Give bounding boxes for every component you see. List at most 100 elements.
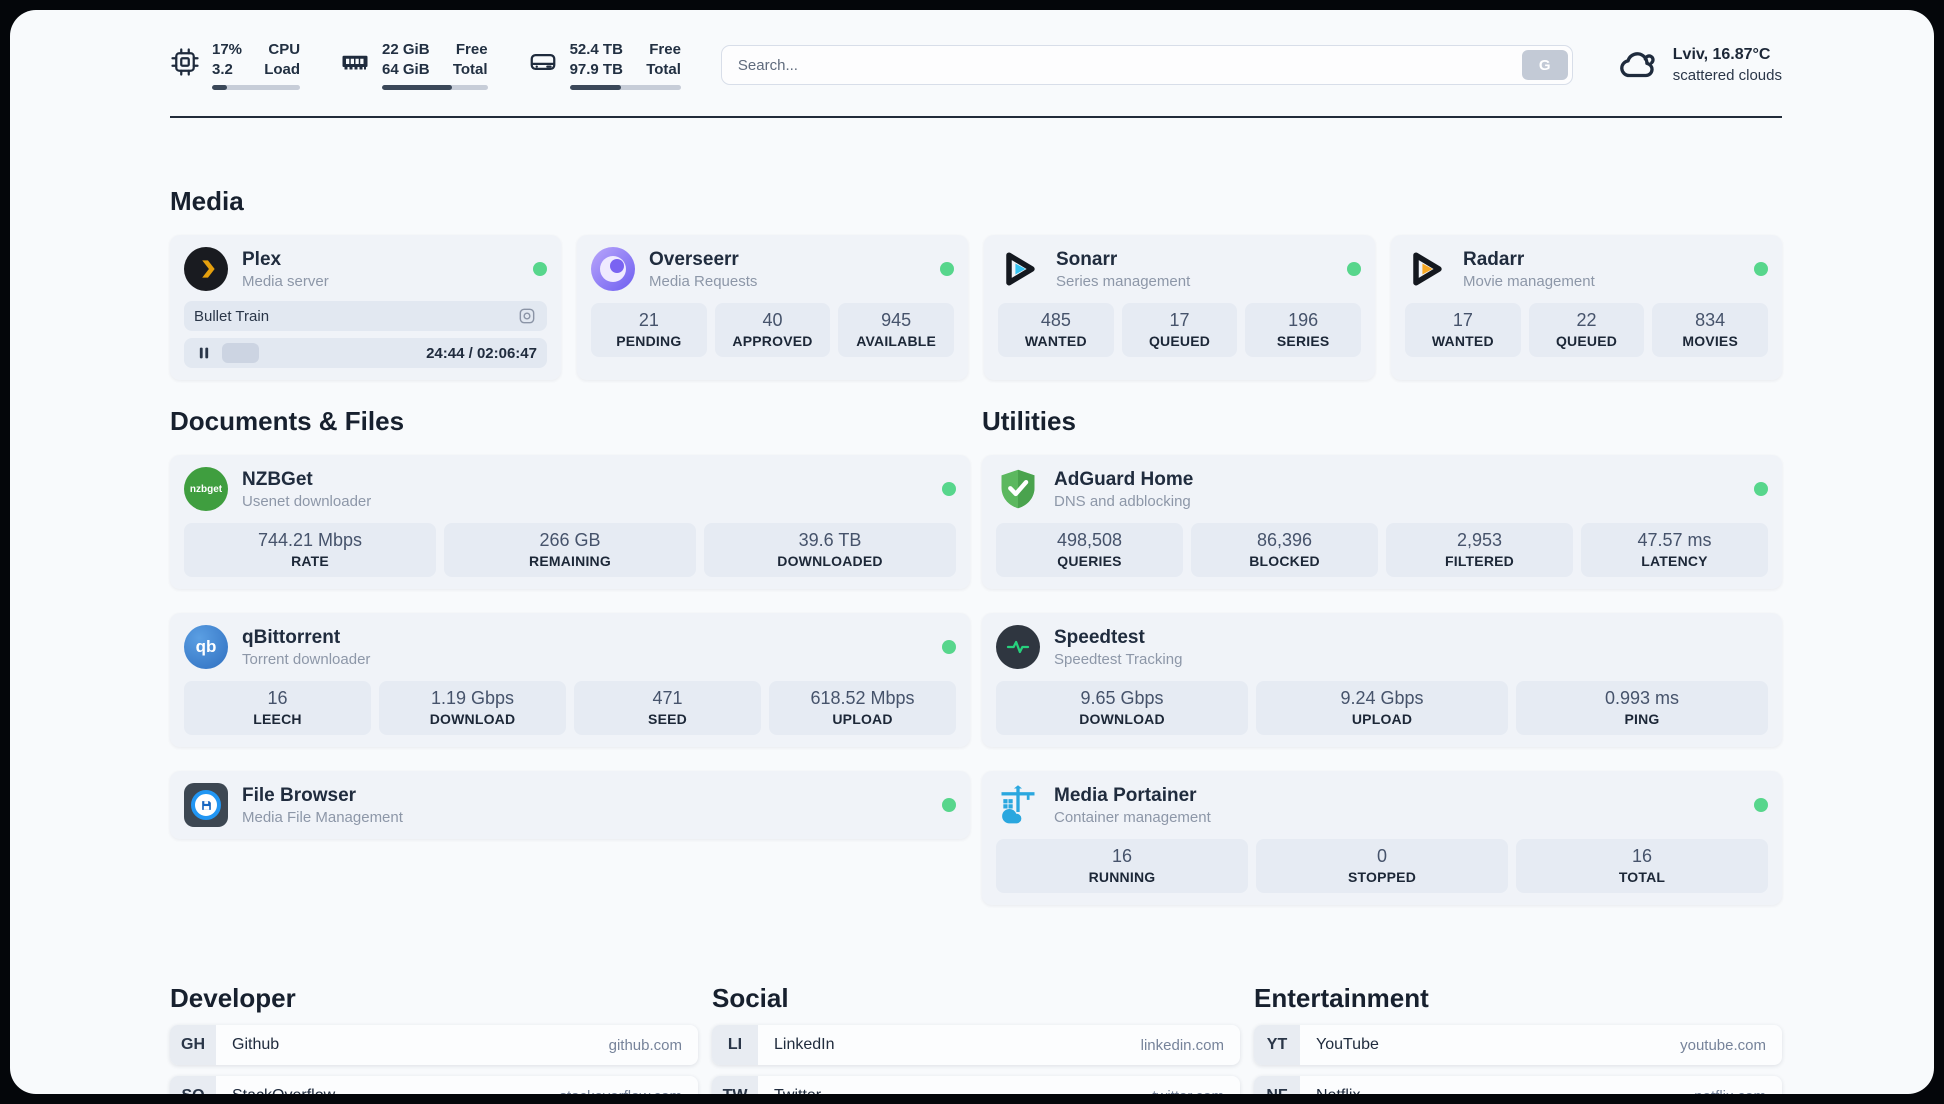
bookmark-github[interactable]: GH Github github.com bbox=[170, 1025, 698, 1065]
memory-progress-track bbox=[382, 85, 488, 90]
status-dot bbox=[942, 798, 956, 812]
weather-condition: scattered clouds bbox=[1672, 66, 1782, 84]
dashboard-panel: 17% 3.2 CPU Load 22 GiB bbox=[10, 10, 1934, 1094]
bookmark-youtube[interactable]: YT YouTube youtube.com bbox=[1254, 1025, 1782, 1065]
overseerr-card[interactable]: Overseerr Media Requests 21 PENDING 40 A… bbox=[577, 235, 968, 380]
bookmark-name: Netflix bbox=[1316, 1087, 1360, 1094]
stat-queued: 17 QUEUED bbox=[1121, 303, 1238, 357]
app-subtitle: Container management bbox=[1054, 808, 1211, 826]
bookmark-name: Github bbox=[232, 1036, 280, 1053]
stat-label: DOWNLOAD bbox=[1079, 711, 1165, 727]
search-engine-button[interactable]: G bbox=[1521, 50, 1568, 80]
weather-text: Lviv, 16.87°C scattered clouds bbox=[1673, 44, 1782, 86]
developer-column: Developer GH Github github.com SO StackO… bbox=[170, 983, 698, 1094]
stat-filtered: 2,953 FILTERED bbox=[1386, 523, 1573, 577]
bookmark-sections: Developer GH Github github.com SO StackO… bbox=[170, 983, 1782, 1094]
stat-value: 9.24 Gbps bbox=[1340, 688, 1424, 708]
app-subtitle: Speedtest Tracking bbox=[1054, 650, 1183, 668]
nzbget-logo-text: nzbget bbox=[189, 483, 223, 495]
app-title: Media Portainer bbox=[1054, 784, 1197, 806]
stat-label: QUEUED bbox=[1148, 333, 1211, 349]
app-title: Plex bbox=[242, 248, 282, 270]
stat-queries: 498,508 QUERIES bbox=[996, 523, 1183, 577]
disk-labels: Free Total bbox=[635, 40, 681, 79]
stat-label: FILTERED bbox=[1444, 553, 1514, 569]
bookmark-stackoverflow[interactable]: SO StackOverflow stackoverflow.com bbox=[170, 1076, 698, 1094]
bookmark-url: linkedin.com bbox=[1140, 1036, 1224, 1054]
stat-wanted: 17 WANTED bbox=[1405, 303, 1521, 357]
stat-pending: 21 PENDING bbox=[591, 303, 707, 357]
memory-progress-fill bbox=[382, 85, 452, 90]
stat-queued: 22 QUEUED bbox=[1528, 303, 1645, 357]
memory-icon bbox=[342, 55, 368, 70]
adguard-card[interactable]: AdGuard Home DNS and adblocking 498,508 … bbox=[982, 455, 1782, 589]
nzbget-icon: nzbget bbox=[184, 467, 228, 511]
bookmark-badge: SO bbox=[170, 1076, 216, 1094]
filebrowser-card[interactable]: File Browser Media File Management bbox=[170, 771, 970, 839]
bookmark-twitter[interactable]: TW Twitter twitter.com bbox=[712, 1076, 1240, 1094]
stat-remaining: 266 GB REMAINING bbox=[444, 523, 696, 577]
now-playing-title: Bullet Train bbox=[194, 307, 270, 325]
stat-value: 22 bbox=[1576, 310, 1597, 330]
qbittorrent-titles: qBittorrent Torrent downloader bbox=[242, 627, 370, 668]
filebrowser-titles: File Browser Media File Management bbox=[242, 785, 403, 826]
stat-blocked: 86,396 BLOCKED bbox=[1191, 523, 1378, 577]
stat-label: QUEUED bbox=[1555, 333, 1618, 349]
stat-value: 834 bbox=[1695, 310, 1726, 330]
stat-movies: 834 MOVIES bbox=[1652, 303, 1769, 357]
app-title: qBittorrent bbox=[242, 626, 341, 648]
overseerr-icon bbox=[591, 247, 635, 291]
bookmark-badge: NF bbox=[1254, 1076, 1300, 1094]
app-subtitle: DNS and adblocking bbox=[1054, 492, 1191, 510]
stat-stopped: 0 STOPPED bbox=[1256, 839, 1508, 893]
app-title: Radarr bbox=[1463, 248, 1525, 270]
stat-rate: 744.21 Mbps RATE bbox=[184, 523, 436, 577]
stat-label: TOTAL bbox=[1618, 869, 1666, 885]
memory-label-1: Free bbox=[455, 41, 488, 58]
filebrowser-header: File Browser Media File Management bbox=[184, 783, 956, 827]
disk-progress-track bbox=[569, 85, 681, 90]
bookmark-badge: LI bbox=[712, 1025, 758, 1065]
nzbget-titles: NZBGet Usenet downloader bbox=[242, 469, 371, 510]
speedtest-card[interactable]: Speedtest Speedtest Tracking 9.65 Gbps D… bbox=[982, 613, 1782, 747]
pause-button[interactable] bbox=[194, 343, 214, 363]
search-input[interactable] bbox=[720, 45, 1573, 85]
memory-stat: 22 GiB 64 GiB Free Total bbox=[340, 40, 488, 90]
portainer-card[interactable]: Media Portainer Container management 16 … bbox=[982, 771, 1782, 905]
nzbget-header: nzbget NZBGet Usenet downloader bbox=[184, 467, 956, 511]
playback-progress-row: 24:44 / 02:06:47 bbox=[184, 338, 547, 368]
cpu-values: 17% 3.2 bbox=[212, 40, 242, 79]
radarr-card[interactable]: Radarr Movie management 17 WANTED 22 QUE… bbox=[1391, 235, 1782, 380]
playback-progress-track[interactable] bbox=[222, 343, 418, 363]
disk-progress-fill bbox=[569, 85, 621, 90]
now-playing-source-icon[interactable] bbox=[517, 306, 537, 326]
portainer-header: Media Portainer Container management bbox=[996, 783, 1768, 827]
qbittorrent-card[interactable]: qb qBittorrent Torrent downloader 16 LEE… bbox=[170, 613, 970, 747]
stat-available: 945 AVAILABLE bbox=[838, 303, 955, 357]
developer-heading: Developer bbox=[170, 983, 296, 1013]
adguard-stats: 498,508 QUERIES 86,396 BLOCKED 2,953 FIL… bbox=[996, 523, 1768, 577]
stat-value: 39.6 TB bbox=[798, 530, 862, 550]
stat-approved: 40 APPROVED bbox=[714, 303, 831, 357]
plex-icon bbox=[184, 247, 228, 291]
stat-label: REMAINING bbox=[529, 553, 611, 569]
portainer-stats: 16 RUNNING 0 STOPPED 16 TOTAL bbox=[996, 839, 1768, 893]
cpu-progress-fill bbox=[212, 85, 227, 90]
radarr-header: Radarr Movie management bbox=[1405, 247, 1768, 291]
disk-free-value: 52.4 TB bbox=[569, 41, 623, 58]
bookmark-linkedin[interactable]: LI LinkedIn linkedin.com bbox=[712, 1025, 1240, 1065]
app-subtitle: Torrent downloader bbox=[242, 650, 371, 668]
plex-card[interactable]: Plex Media server Bullet Train bbox=[170, 235, 561, 380]
social-column: Social LI LinkedIn linkedin.com TW Twitt… bbox=[712, 983, 1240, 1094]
sonarr-card[interactable]: Sonarr Series management 485 WANTED 17 Q… bbox=[984, 235, 1375, 380]
middle-sections: Documents & Files nzbget NZBGet Usenet d… bbox=[170, 406, 1782, 929]
stat-value: 17 bbox=[1452, 310, 1473, 330]
entertainment-heading: Entertainment bbox=[1254, 983, 1429, 1013]
entertainment-column: Entertainment YT YouTube youtube.com NF … bbox=[1254, 983, 1782, 1094]
bookmark-netflix[interactable]: NF Netflix netflix.com bbox=[1254, 1076, 1782, 1094]
qbittorrent-header: qb qBittorrent Torrent downloader bbox=[184, 625, 956, 669]
stat-value: 196 bbox=[1288, 310, 1319, 330]
nzbget-card[interactable]: nzbget NZBGet Usenet downloader 744.21 M… bbox=[170, 455, 970, 589]
portainer-icon bbox=[1001, 785, 1035, 824]
bookmark-url: netflix.com bbox=[1694, 1088, 1766, 1095]
